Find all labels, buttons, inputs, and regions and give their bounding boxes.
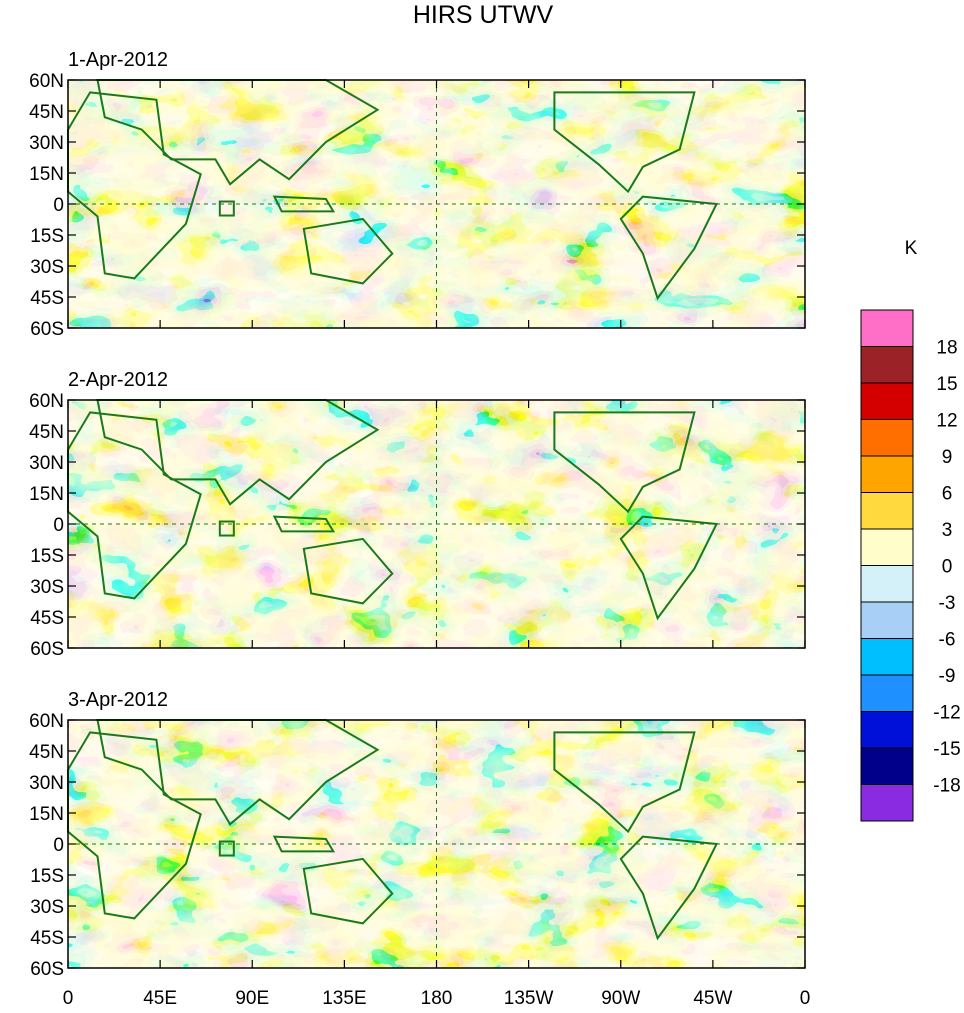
continent-outline bbox=[96, 719, 380, 826]
lon-label: 90W bbox=[601, 988, 640, 1009]
colorbar-unit: K bbox=[905, 238, 918, 259]
colorbar-swatch bbox=[860, 565, 914, 603]
colorbar-swatch bbox=[860, 601, 914, 639]
continent-outline bbox=[272, 195, 336, 213]
colorbar-swatch bbox=[860, 419, 914, 457]
colorbar-label: 6 bbox=[942, 484, 953, 505]
lat-label: 0 bbox=[53, 835, 64, 856]
lon-label: 0 bbox=[800, 988, 811, 1009]
lat-label: 45S bbox=[30, 928, 64, 949]
lat-label: 30N bbox=[29, 453, 64, 474]
lat-label: 15S bbox=[30, 866, 64, 887]
colorbar-swatch bbox=[860, 492, 914, 530]
colorbar-label: -6 bbox=[939, 630, 956, 651]
lat-label: 45N bbox=[29, 422, 64, 443]
colorbar-swatch bbox=[860, 638, 914, 676]
lon-label: 45W bbox=[693, 988, 732, 1009]
lat-label: 45S bbox=[30, 608, 64, 629]
colorbar-swatch bbox=[860, 674, 914, 712]
continent-outline bbox=[272, 515, 336, 533]
lon-label: 90E bbox=[235, 988, 269, 1009]
panel-date: 2-Apr-2012 bbox=[68, 369, 168, 391]
lat-label: 60S bbox=[30, 959, 64, 980]
colorbar-labels: 18 15 12 9 6 3 0 -3 -6 -9 -12 -15 -18 bbox=[933, 338, 960, 797]
colorbar-swatch bbox=[860, 747, 914, 785]
colorbar-label: 18 bbox=[936, 338, 957, 359]
region-box bbox=[218, 840, 235, 857]
continent-outline bbox=[302, 857, 394, 925]
colorbar-label: -9 bbox=[939, 666, 956, 687]
colorbar-swatch bbox=[860, 784, 914, 822]
lat-label: 15S bbox=[30, 546, 64, 567]
colorbar-boxes bbox=[860, 309, 914, 822]
lat-label: 30S bbox=[30, 897, 64, 918]
lat-label: 60N bbox=[29, 711, 64, 732]
colorbar-label: -3 bbox=[939, 593, 956, 614]
colorbar-swatch bbox=[860, 711, 914, 749]
lat-label: 15N bbox=[29, 804, 64, 825]
lon-label: 45E bbox=[143, 988, 177, 1009]
colorbar-label: 0 bbox=[942, 557, 953, 578]
lat-label: 45N bbox=[29, 102, 64, 123]
colorbar-label: 15 bbox=[936, 374, 957, 395]
lat-label: 60N bbox=[29, 391, 64, 412]
colorbar-swatch bbox=[860, 382, 914, 420]
colorbar-swatch bbox=[860, 309, 914, 347]
lon-label: 0 bbox=[63, 988, 74, 1009]
continent-outline bbox=[553, 411, 696, 514]
figure-title: HIRS UTWV bbox=[413, 1, 554, 29]
colorbar-label: 3 bbox=[942, 520, 953, 541]
colorbar-label: 9 bbox=[942, 447, 953, 468]
continent-outline bbox=[553, 731, 696, 834]
region-box bbox=[218, 200, 235, 217]
lat-label: 60N bbox=[29, 71, 64, 92]
lat-label: 0 bbox=[53, 195, 64, 216]
lon-label: 135E bbox=[322, 988, 366, 1009]
lat-label: 30N bbox=[29, 133, 64, 154]
colorbar: K 18 15 12 9 6 3 0 -3 -6 -9 -12 -15 -18 bbox=[860, 238, 961, 822]
continent-outline bbox=[96, 399, 380, 506]
colorbar-label: -15 bbox=[933, 739, 960, 760]
panel-date: 3-Apr-2012 bbox=[68, 689, 168, 711]
colorbar-label: -18 bbox=[933, 776, 960, 797]
lon-label: 180 bbox=[421, 988, 453, 1009]
lon-labels: 0 45E 90E 135E 180 135W 90W 45W 0 bbox=[63, 988, 811, 1009]
colorbar-swatch bbox=[860, 528, 914, 566]
continent-outline bbox=[302, 537, 394, 605]
continent-outline bbox=[272, 835, 336, 853]
continent-outline bbox=[302, 217, 394, 285]
lat-label: 15N bbox=[29, 484, 64, 505]
lat-label: 15S bbox=[30, 226, 64, 247]
lat-label: 60S bbox=[30, 319, 64, 340]
colorbar-swatch bbox=[860, 346, 914, 384]
continent-outline bbox=[96, 79, 380, 186]
colorbar-swatch bbox=[860, 455, 914, 493]
lat-label: 45S bbox=[30, 288, 64, 309]
map-panels: 1-Apr-201260N45N30N15N015S30S45S60S2-Apr… bbox=[29, 49, 810, 1009]
lat-label: 60S bbox=[30, 639, 64, 660]
continent-outline bbox=[553, 91, 696, 194]
lat-label: 45N bbox=[29, 742, 64, 763]
lat-label: 30N bbox=[29, 773, 64, 794]
colorbar-label: -12 bbox=[933, 703, 960, 724]
lon-label: 135W bbox=[504, 988, 554, 1009]
lat-label: 15N bbox=[29, 164, 64, 185]
region-box bbox=[218, 520, 235, 537]
lat-label: 30S bbox=[30, 577, 64, 598]
lat-label: 30S bbox=[30, 257, 64, 278]
colorbar-label: 12 bbox=[936, 411, 957, 432]
panel-date: 1-Apr-2012 bbox=[68, 49, 168, 71]
lat-label: 0 bbox=[53, 515, 64, 536]
